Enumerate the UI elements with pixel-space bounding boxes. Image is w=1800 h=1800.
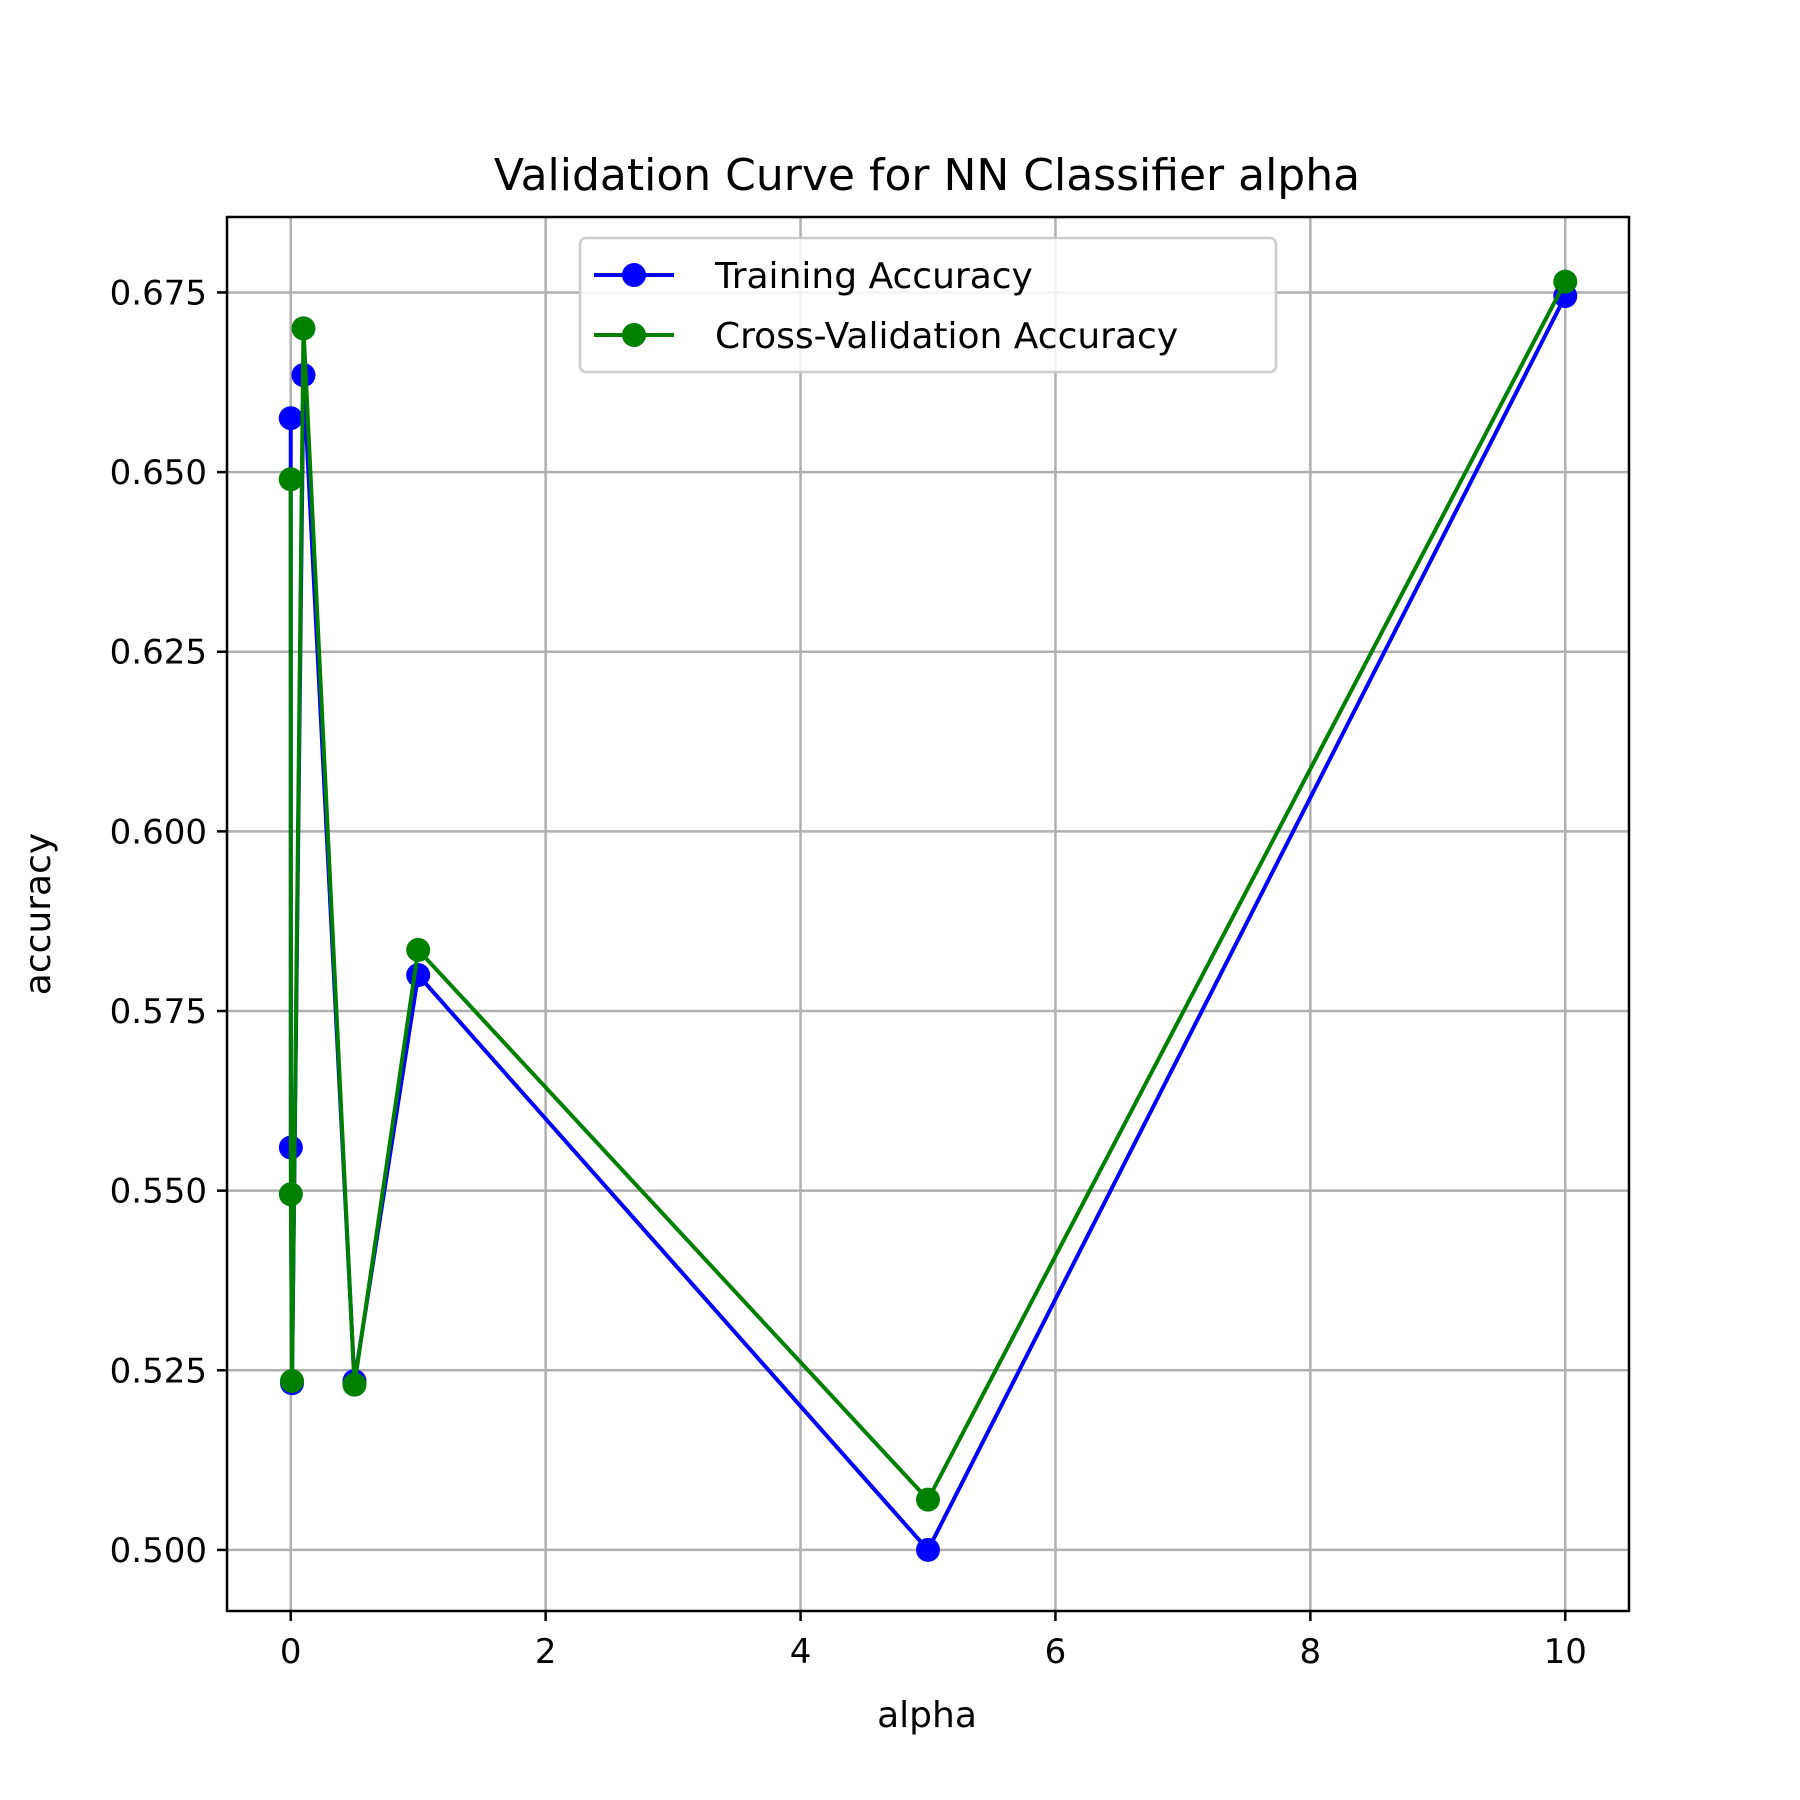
plot-frame [225,215,1631,1613]
data-point [278,1182,303,1207]
data-point [916,1487,940,1512]
axis-ticks: 0 2 4 6 8 10 0.500 0.525 0.550 0.575 0.600 0.625 0.6… [110,273,1587,1672]
y-tick-label: 0.500 [110,1531,207,1571]
data-point [280,1369,305,1394]
y-tick-label: 0.525 [110,1351,207,1391]
y-axis-label: accuracy [18,833,59,995]
legend-box [578,236,1278,374]
data-point [1553,269,1578,294]
data-point [342,1372,367,1397]
data-point [916,1537,940,1562]
x-tick-label: 2 [535,1632,557,1672]
legend-marker [622,263,646,287]
x-tick-label: 6 [1045,1632,1067,1672]
chart-title: Validation Curve for NN Classifier alpha [494,150,1360,201]
data-point [278,406,303,431]
series-line [288,280,1568,1502]
y-tick-label: 0.650 [110,453,207,493]
legend-marker [622,323,646,347]
y-tick-label: 0.575 [110,992,207,1032]
data-point [406,937,431,962]
series-cross-validation-accuracy [278,269,1578,1512]
legend-label: Cross-Validation Accuracy [715,316,1178,357]
x-tick-label: 10 [1544,1632,1587,1672]
data-point [291,316,316,341]
x-tick-label: 0 [280,1632,302,1672]
legend-label: Training Accuracy [714,256,1033,297]
data-point [406,963,431,988]
series-lines [278,269,1578,1562]
y-tick-label: 0.550 [110,1172,207,1212]
y-tick-label: 0.625 [110,633,207,673]
x-tick-label: 4 [790,1632,812,1672]
data-point [278,467,303,492]
legend: Training Accuracy Cross-Validation Accura… [578,236,1278,374]
y-tick-label: 0.600 [110,812,207,852]
x-tick-label: 8 [1300,1632,1322,1672]
y-tick-label: 0.675 [110,273,207,313]
x-axis-label: alpha [877,1695,977,1736]
